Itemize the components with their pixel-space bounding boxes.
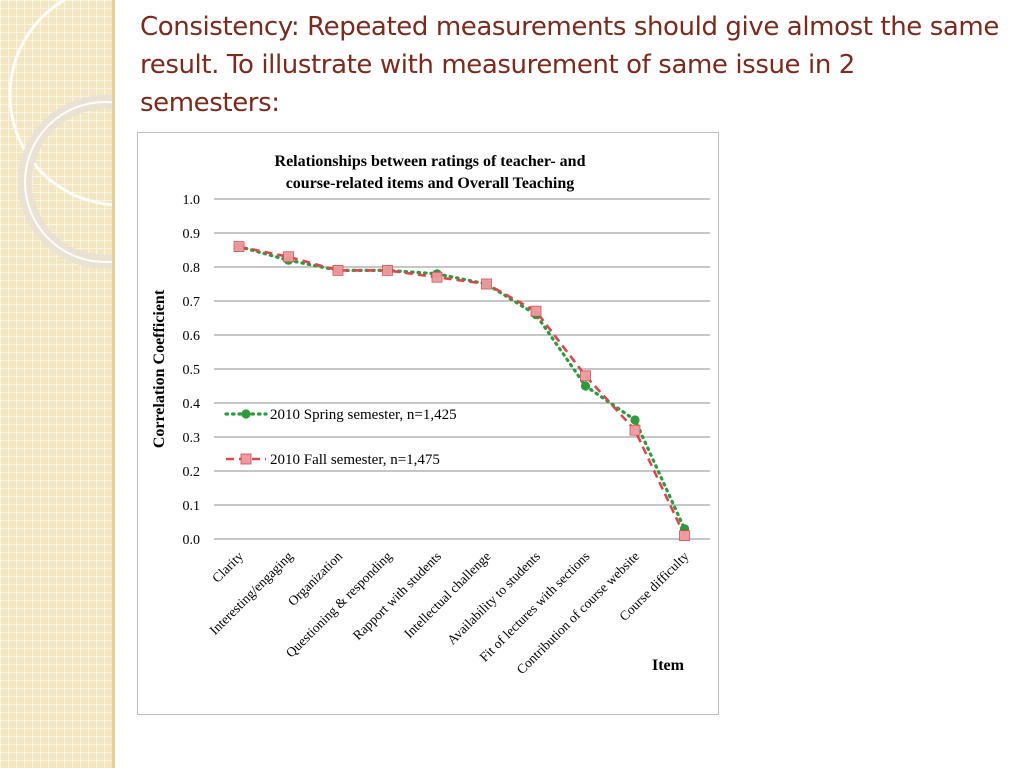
x-tick-label: Clarity: [209, 548, 246, 585]
series-line-fall: [238, 245, 686, 537]
chart-title-line: Relationships between ratings of teacher…: [275, 153, 586, 170]
chart-title-line: course-related items and Overall Teachin…: [286, 175, 575, 192]
data-point-fall: [530, 305, 542, 317]
correlation-line-chart: Relationships between ratings of teacher…: [151, 153, 710, 677]
x-tick-label: Intellectual challenge: [401, 549, 494, 642]
data-point-fall: [679, 530, 690, 542]
decorative-side-panel: [0, 0, 115, 768]
data-point-fall: [580, 370, 591, 382]
data-point-fall: [233, 241, 245, 252]
y-tick-label: 0.1: [183, 499, 201, 514]
y-tick-label: 0.3: [183, 431, 201, 446]
y-tick-label: 0.6: [183, 329, 201, 344]
y-tick-label: 1.0: [183, 193, 201, 208]
x-axis-label: Item: [652, 657, 685, 674]
chart-frame: Relationships between ratings of teacher…: [137, 132, 719, 715]
data-point-fall: [629, 424, 641, 436]
y-tick-label: 0.2: [183, 465, 201, 480]
data-point-fall: [431, 271, 443, 283]
data-point-spring: [630, 415, 640, 425]
y-tick-label: 0.4: [183, 397, 201, 412]
y-tick-label: 0.7: [183, 295, 201, 310]
legend-marker-spring: [241, 409, 251, 419]
y-tick-label: 0.0: [183, 533, 201, 548]
data-point-fall: [382, 264, 393, 276]
data-point-spring: [580, 381, 591, 391]
data-point-fall: [332, 264, 344, 276]
y-tick-label: 0.8: [183, 261, 201, 276]
data-point-fall: [481, 278, 492, 290]
x-tick-label: Availability to students: [444, 549, 543, 648]
x-tick-label: Interesting/engaging: [207, 548, 296, 637]
y-tick-label: 0.9: [183, 227, 201, 242]
slide-title: Consistency: Repeated measurements shoul…: [140, 12, 999, 118]
legend-marker-fall: [240, 453, 252, 465]
decorative-arcs: [8, 0, 112, 269]
data-point-fall: [283, 251, 294, 263]
legend-label-spring: 2010 Spring semester, n=1,425: [270, 407, 457, 423]
y-tick-label: 0.5: [183, 363, 201, 378]
y-axis-label: Correlation Coefficient: [151, 289, 168, 448]
x-tick-label: Rapport with students: [350, 549, 444, 643]
series-line-spring: [237, 244, 687, 531]
legend-label-fall: 2010 Fall semester, n=1,475: [270, 452, 440, 468]
